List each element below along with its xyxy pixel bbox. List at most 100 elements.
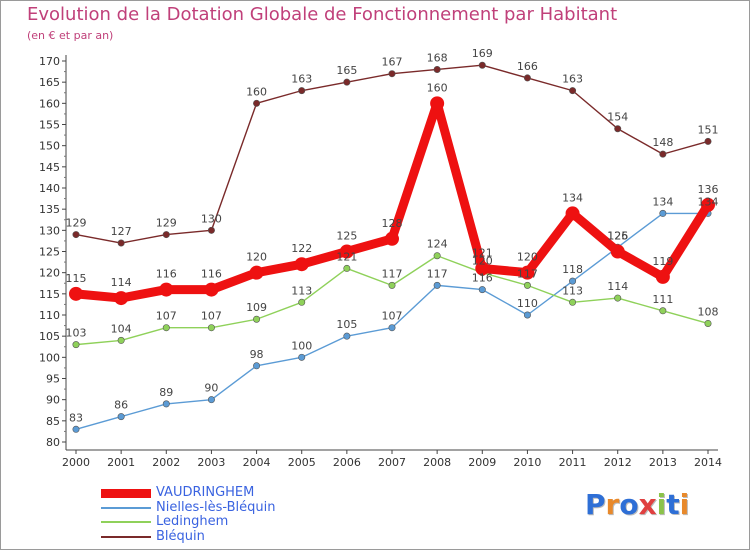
data-label-vaudringhem: 114 bbox=[111, 276, 132, 289]
y-tick-label: 105 bbox=[39, 330, 60, 343]
x-tick-label: 2009 bbox=[468, 456, 496, 469]
data-label-vaudringhem: 136 bbox=[698, 183, 719, 196]
data-label-vaudringhem: 134 bbox=[562, 191, 583, 204]
legend-label: Ledinghem bbox=[156, 514, 229, 529]
data-point-ledinghem bbox=[343, 264, 351, 272]
data-label-ledinghem: 103 bbox=[66, 327, 87, 340]
logo-letter: r bbox=[605, 488, 620, 521]
data-label-nielles-l-s-bl-quin: 118 bbox=[562, 263, 583, 276]
y-tick-label: 120 bbox=[39, 267, 60, 280]
data-label-bl-quin: 129 bbox=[66, 217, 87, 230]
legend-swatch bbox=[101, 521, 151, 523]
data-label-ledinghem: 121 bbox=[336, 250, 357, 263]
chart-title: Evolution de la Dotation Globale de Fonc… bbox=[27, 4, 618, 25]
data-point-vaudringhem bbox=[159, 282, 174, 297]
data-label-nielles-l-s-bl-quin: 110 bbox=[517, 297, 538, 310]
y-tick-label: 150 bbox=[39, 140, 60, 153]
data-label-ledinghem: 120 bbox=[472, 255, 493, 268]
data-label-vaudringhem: 125 bbox=[607, 230, 628, 243]
y-tick-label: 155 bbox=[39, 119, 60, 132]
data-point-bl-quin bbox=[253, 99, 261, 107]
y-tick-label: 95 bbox=[46, 373, 60, 386]
data-label-bl-quin: 167 bbox=[382, 56, 403, 69]
x-tick-label: 2010 bbox=[513, 456, 541, 469]
y-tick-label: 130 bbox=[39, 224, 60, 237]
y-tick-label: 80 bbox=[46, 436, 60, 449]
data-label-nielles-l-s-bl-quin: 105 bbox=[336, 318, 357, 331]
data-point-vaudringhem bbox=[204, 282, 219, 297]
data-point-ledinghem bbox=[614, 294, 622, 302]
x-tick-label: 2001 bbox=[107, 456, 135, 469]
legend-swatch bbox=[101, 506, 151, 509]
data-point-nielles-l-s-bl-quin bbox=[523, 311, 531, 319]
x-tick-label: 2013 bbox=[649, 456, 677, 469]
data-point-bl-quin bbox=[298, 87, 306, 95]
data-label-ledinghem: 107 bbox=[201, 310, 222, 323]
data-point-vaudringhem bbox=[249, 265, 264, 280]
y-tick-label: 110 bbox=[39, 309, 60, 322]
data-label-bl-quin: 148 bbox=[652, 136, 673, 149]
data-point-nielles-l-s-bl-quin bbox=[343, 332, 351, 340]
data-label-bl-quin: 168 bbox=[427, 51, 448, 64]
data-point-nielles-l-s-bl-quin bbox=[433, 281, 441, 289]
data-label-ledinghem: 113 bbox=[291, 284, 312, 297]
data-point-vaudringhem bbox=[565, 206, 580, 221]
data-label-nielles-l-s-bl-quin: 86 bbox=[114, 399, 128, 412]
data-point-vaudringhem bbox=[294, 257, 309, 272]
x-tick-label: 2006 bbox=[333, 456, 361, 469]
data-label-bl-quin: 154 bbox=[607, 111, 628, 124]
data-point-ledinghem bbox=[162, 324, 170, 332]
data-label-nielles-l-s-bl-quin: 134 bbox=[698, 195, 719, 208]
y-tick-label: 125 bbox=[39, 246, 60, 259]
data-point-bl-quin bbox=[343, 78, 351, 86]
data-point-vaudringhem bbox=[339, 244, 354, 259]
data-label-ledinghem: 108 bbox=[698, 305, 719, 318]
data-point-ledinghem bbox=[388, 281, 396, 289]
data-point-nielles-l-s-bl-quin bbox=[478, 286, 486, 294]
logo-letter: x bbox=[638, 488, 657, 521]
data-label-vaudringhem: 128 bbox=[382, 217, 403, 230]
data-point-vaudringhem bbox=[610, 244, 625, 259]
data-label-bl-quin: 151 bbox=[698, 123, 719, 136]
data-label-vaudringhem: 121 bbox=[472, 246, 493, 259]
line-chart: 80 85 90 95 100 105 110 115 120 125 130 135 140 145 15… bbox=[39, 47, 722, 469]
data-point-bl-quin bbox=[388, 70, 396, 78]
y-tick-label: 85 bbox=[46, 415, 60, 428]
data-point-bl-quin bbox=[478, 61, 486, 69]
logo-letter: t bbox=[666, 488, 680, 521]
data-label-ledinghem: 109 bbox=[246, 301, 267, 314]
data-point-ledinghem bbox=[569, 298, 577, 306]
data-point-ledinghem bbox=[72, 341, 80, 349]
data-point-bl-quin bbox=[162, 231, 170, 239]
data-point-vaudringhem bbox=[430, 96, 445, 111]
y-tick-label: 90 bbox=[46, 394, 60, 407]
x-tick-label: 2008 bbox=[423, 456, 451, 469]
data-point-ledinghem bbox=[298, 298, 306, 306]
data-label-nielles-l-s-bl-quin: 126 bbox=[607, 229, 628, 242]
data-label-vaudringhem: 115 bbox=[66, 272, 87, 285]
logo-letter: P bbox=[585, 488, 606, 521]
legend-label: VAUDRINGHEM bbox=[156, 485, 255, 500]
data-label-vaudringhem: 119 bbox=[652, 255, 673, 268]
y-tick-label: 145 bbox=[39, 161, 60, 174]
data-point-vaudringhem bbox=[701, 197, 715, 212]
proxiti-logo: Proxiti bbox=[585, 488, 689, 521]
data-label-nielles-l-s-bl-quin: 107 bbox=[382, 310, 403, 323]
data-label-ledinghem: 111 bbox=[652, 293, 673, 306]
data-label-ledinghem: 107 bbox=[156, 310, 177, 323]
data-point-nielles-l-s-bl-quin bbox=[72, 425, 80, 433]
data-label-vaudringhem: 160 bbox=[427, 81, 448, 94]
y-tick-label: 100 bbox=[39, 351, 60, 364]
legend-swatch bbox=[101, 535, 151, 538]
data-label-vaudringhem: 116 bbox=[156, 268, 177, 281]
data-point-bl-quin bbox=[569, 87, 577, 95]
data-point-bl-quin bbox=[207, 226, 215, 234]
data-point-vaudringhem bbox=[69, 286, 83, 301]
data-label-ledinghem: 117 bbox=[517, 267, 538, 280]
data-label-vaudringhem: 120 bbox=[517, 251, 538, 264]
x-tick-label: 2014 bbox=[694, 456, 722, 469]
data-label-bl-quin: 163 bbox=[562, 73, 583, 86]
x-tick-label: 2002 bbox=[152, 456, 180, 469]
legend-swatch bbox=[101, 489, 151, 498]
